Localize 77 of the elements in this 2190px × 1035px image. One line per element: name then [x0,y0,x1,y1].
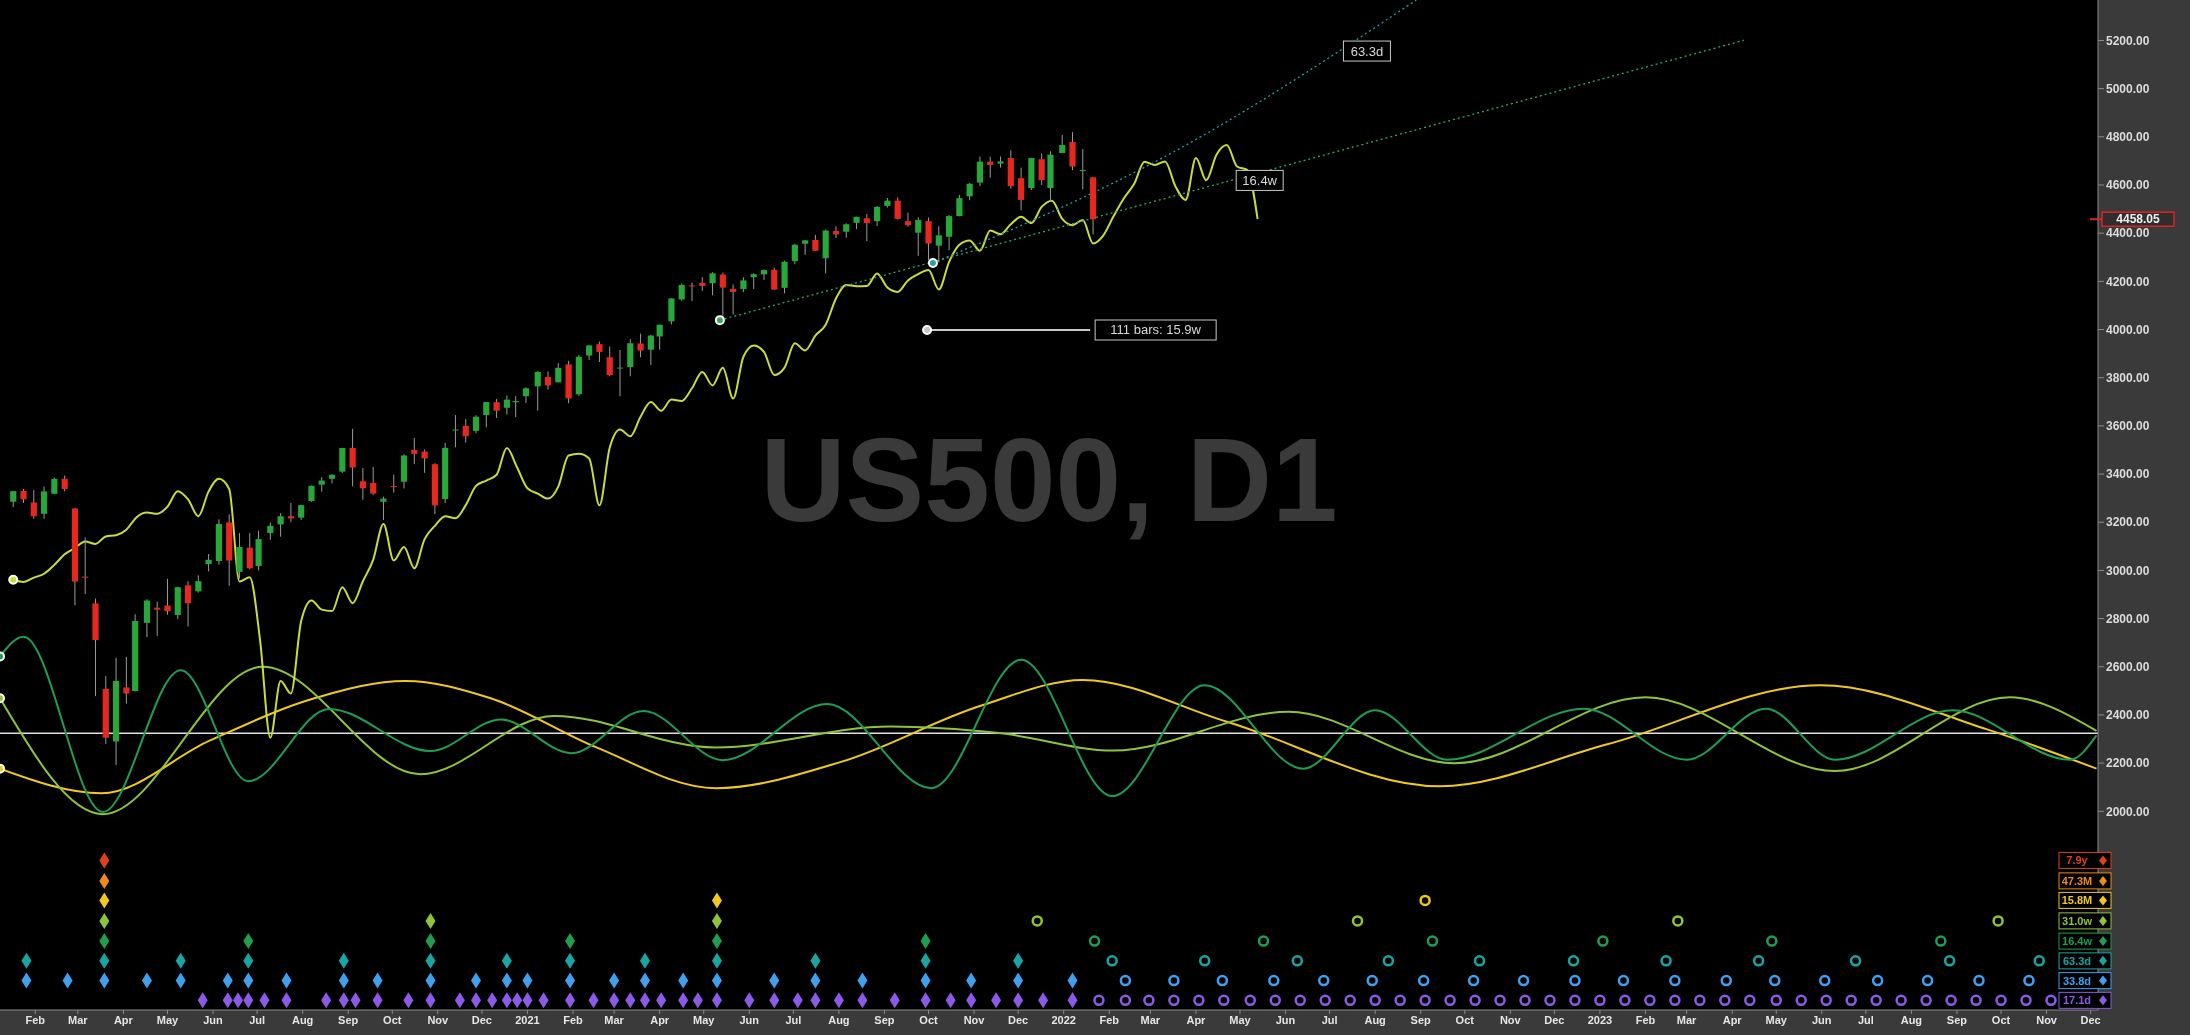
x-tick-label: May [1229,1013,1252,1026]
y-tick-label: 4800.00 [2106,130,2150,145]
x-tick-label: Feb [1099,1013,1120,1026]
y-tick-label: 4600.00 [2106,178,2150,193]
x-tick-label: Dec [1008,1013,1029,1026]
x-tick-label: Dec [471,1013,492,1026]
x-tick-label: Aug [828,1013,850,1026]
x-tick-label: Feb [25,1013,46,1026]
y-tick-label: 4400.00 [2106,226,2150,241]
x-tick-label: Mar [604,1013,625,1026]
x-tick-label: Jul [785,1013,802,1026]
x-tick-label: Nov [963,1013,986,1026]
legend-label: 31.0w [2062,914,2093,927]
y-tick-label: 2000.00 [2106,804,2150,819]
y-tick-label: 4200.00 [2106,274,2150,289]
x-tick-label: Jul [249,1013,266,1026]
x-tick-label: Apr [113,1013,134,1026]
annotation: 111 bars: 15.9w [1110,322,1202,338]
x-tick-label: May [693,1013,716,1026]
x-tick-label: Feb [563,1013,584,1026]
x-tick-label: Dec [1544,1013,1565,1026]
x-tick-label: May [156,1013,180,1026]
y-tick-label: 2600.00 [2106,660,2150,675]
x-tick-label: Sep [874,1013,895,1026]
legend-label: 16.4w [2062,935,2093,948]
x-tick-label: Nov [1499,1013,1522,1026]
x-tick-label: May [1765,1013,1788,1026]
x-tick-label: Sep [1410,1013,1432,1026]
x-tick-label: Apr [1722,1013,1743,1026]
x-tick-label: Jun [1812,1013,1832,1026]
x-tick-label: Mar [1140,1013,1161,1026]
y-tick-label: 3600.00 [2106,419,2150,434]
x-tick-label: Apr [650,1013,670,1026]
annotation: 63.3d [1350,43,1384,59]
y-tick-label: 2400.00 [2106,708,2150,723]
y-tick-label: 2200.00 [2106,756,2150,771]
y-tick-label: 3400.00 [2106,467,2150,482]
x-tick-label: Oct [1991,1013,2011,1026]
x-tick-label: Nov [427,1013,450,1026]
x-tick-label: 2023 [1587,1013,1613,1026]
text: US500, D1 [760,414,1338,547]
x-tick-label: Oct [919,1013,939,1026]
x-tick-label: Sep [338,1013,359,1026]
x-tick-label: Mar [68,1013,89,1026]
y-tick-label: 3800.00 [2106,370,2150,385]
annotation: 16.4w [1242,172,1278,188]
x-tick-label: Aug [1364,1013,1386,1026]
legend-label: 63.3d [2062,954,2092,967]
x-tick-label: 2021 [515,1013,540,1026]
x-tick-label: Jul [1857,1013,1874,1026]
x-tick-label: Dec [2080,1013,2101,1026]
x-tick-label: Oct [383,1013,402,1026]
y-tick-label: 5200.00 [2106,33,2150,48]
x-tick-label: 2022 [1051,1013,1076,1026]
legend-label: 17.1d [2062,994,2092,1007]
x-tick-label: Feb [1635,1013,1656,1026]
legend-label: 33.8d [2062,974,2092,987]
x-tick-label: Sep [1946,1013,1968,1026]
legend-label: 15.8M [2061,894,2093,907]
x-tick-label: Mar [1676,1013,1698,1026]
y-tick-label: 3200.00 [2106,515,2150,530]
x-tick-label: Aug [291,1013,314,1026]
x-tick-label: Apr [1186,1013,1207,1026]
x-tick-label: Jun [1275,1013,1296,1026]
x-tick-label: Nov [2036,1013,2058,1026]
legend-label: 7.9y [2066,854,2089,867]
y-tick-label: 4000.00 [2106,322,2150,337]
ref-line-label: 4458.05 [2116,212,2161,227]
y-tick-label: 3000.00 [2106,563,2150,578]
x-tick-label: Oct [1455,1013,1475,1026]
x-tick-label: Jul [1321,1013,1338,1026]
x-tick-label: Aug [1900,1013,1923,1026]
x-tick-label: Jun [739,1013,760,1026]
y-tick-label: 2800.00 [2106,611,2150,626]
legend-label: 47.3M [2061,874,2093,887]
x-tick-label: Jun [203,1013,224,1026]
y-tick-label: 5000.00 [2106,81,2150,96]
